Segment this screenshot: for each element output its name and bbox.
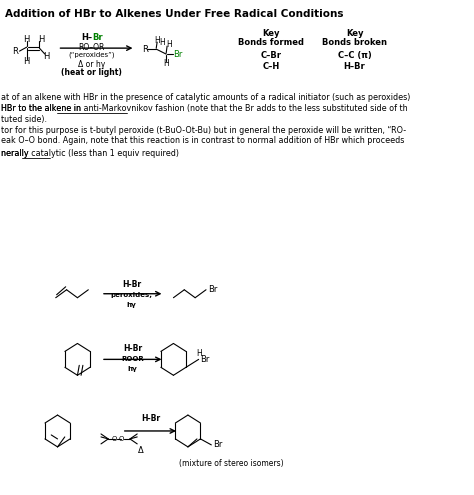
Text: H-Br: H-Br [141, 413, 160, 423]
Text: Br: Br [213, 441, 222, 449]
Text: H-Br: H-Br [122, 280, 141, 289]
Text: hγ: hγ [127, 301, 137, 308]
Text: nerally: nerally [1, 148, 31, 157]
Text: H–: H– [81, 33, 92, 42]
Text: nerally catalytic (less than 1 equiv required): nerally catalytic (less than 1 equiv req… [1, 148, 179, 157]
Text: Br: Br [92, 33, 102, 42]
Text: C–H: C–H [263, 61, 280, 70]
Text: tor for this purpose is t-butyl peroxide (t-BuO-Ot-Bu) but in general the peroxi: tor for this purpose is t-butyl peroxide… [1, 126, 407, 135]
Text: O: O [118, 436, 124, 442]
Text: HBr to the alkene in: HBr to the alkene in [1, 104, 84, 113]
Text: Br: Br [208, 285, 217, 294]
Text: Br: Br [173, 50, 183, 58]
Text: H–Br: H–Br [344, 61, 365, 70]
Text: RO–OR: RO–OR [79, 43, 105, 51]
Text: R: R [12, 47, 18, 55]
Text: Key: Key [346, 29, 363, 38]
Text: Br: Br [201, 355, 210, 364]
Text: (“peroxides”): (“peroxides”) [69, 52, 115, 58]
Text: (heat or light): (heat or light) [62, 68, 122, 78]
Text: O: O [112, 436, 117, 442]
Text: (mixture of stereo isomers): (mixture of stereo isomers) [179, 459, 283, 468]
Text: hγ: hγ [128, 366, 137, 372]
Text: Δ or hγ: Δ or hγ [78, 59, 106, 68]
Text: H: H [44, 51, 50, 60]
Text: Key: Key [263, 29, 280, 38]
Text: H: H [24, 35, 30, 44]
Text: H: H [166, 40, 172, 49]
Text: eak O–O bond. Again, note that this reaction is in contrast to normal addition o: eak O–O bond. Again, note that this reac… [1, 136, 405, 145]
Text: tuted side).: tuted side). [1, 115, 47, 124]
Text: Bonds formed: Bonds formed [238, 38, 304, 47]
Text: peroxides,: peroxides, [111, 292, 153, 297]
Text: C–C (π): C–C (π) [337, 50, 372, 59]
Text: HBr to the alkene in anti-Markovnikov fashion (note that the Br adds to the less: HBr to the alkene in anti-Markovnikov fa… [1, 104, 408, 113]
Text: H: H [154, 36, 160, 45]
Text: at of an alkene with HBr in the presence of catalytic amounts of a radical initi: at of an alkene with HBr in the presence… [1, 93, 411, 102]
Text: Bonds broken: Bonds broken [322, 38, 387, 47]
Text: H: H [196, 349, 201, 358]
Text: ROOR: ROOR [121, 356, 144, 362]
Text: H-Br: H-Br [123, 344, 142, 353]
Text: H: H [38, 35, 45, 44]
Text: R: R [142, 45, 147, 53]
Text: H: H [164, 58, 169, 67]
Text: Δ: Δ [138, 446, 144, 455]
Text: C–Br: C–Br [261, 50, 282, 59]
Text: Addition of HBr to Alkenes Under Free Radical Conditions: Addition of HBr to Alkenes Under Free Ra… [5, 9, 344, 19]
Text: H: H [160, 38, 165, 47]
Text: H: H [24, 56, 30, 65]
